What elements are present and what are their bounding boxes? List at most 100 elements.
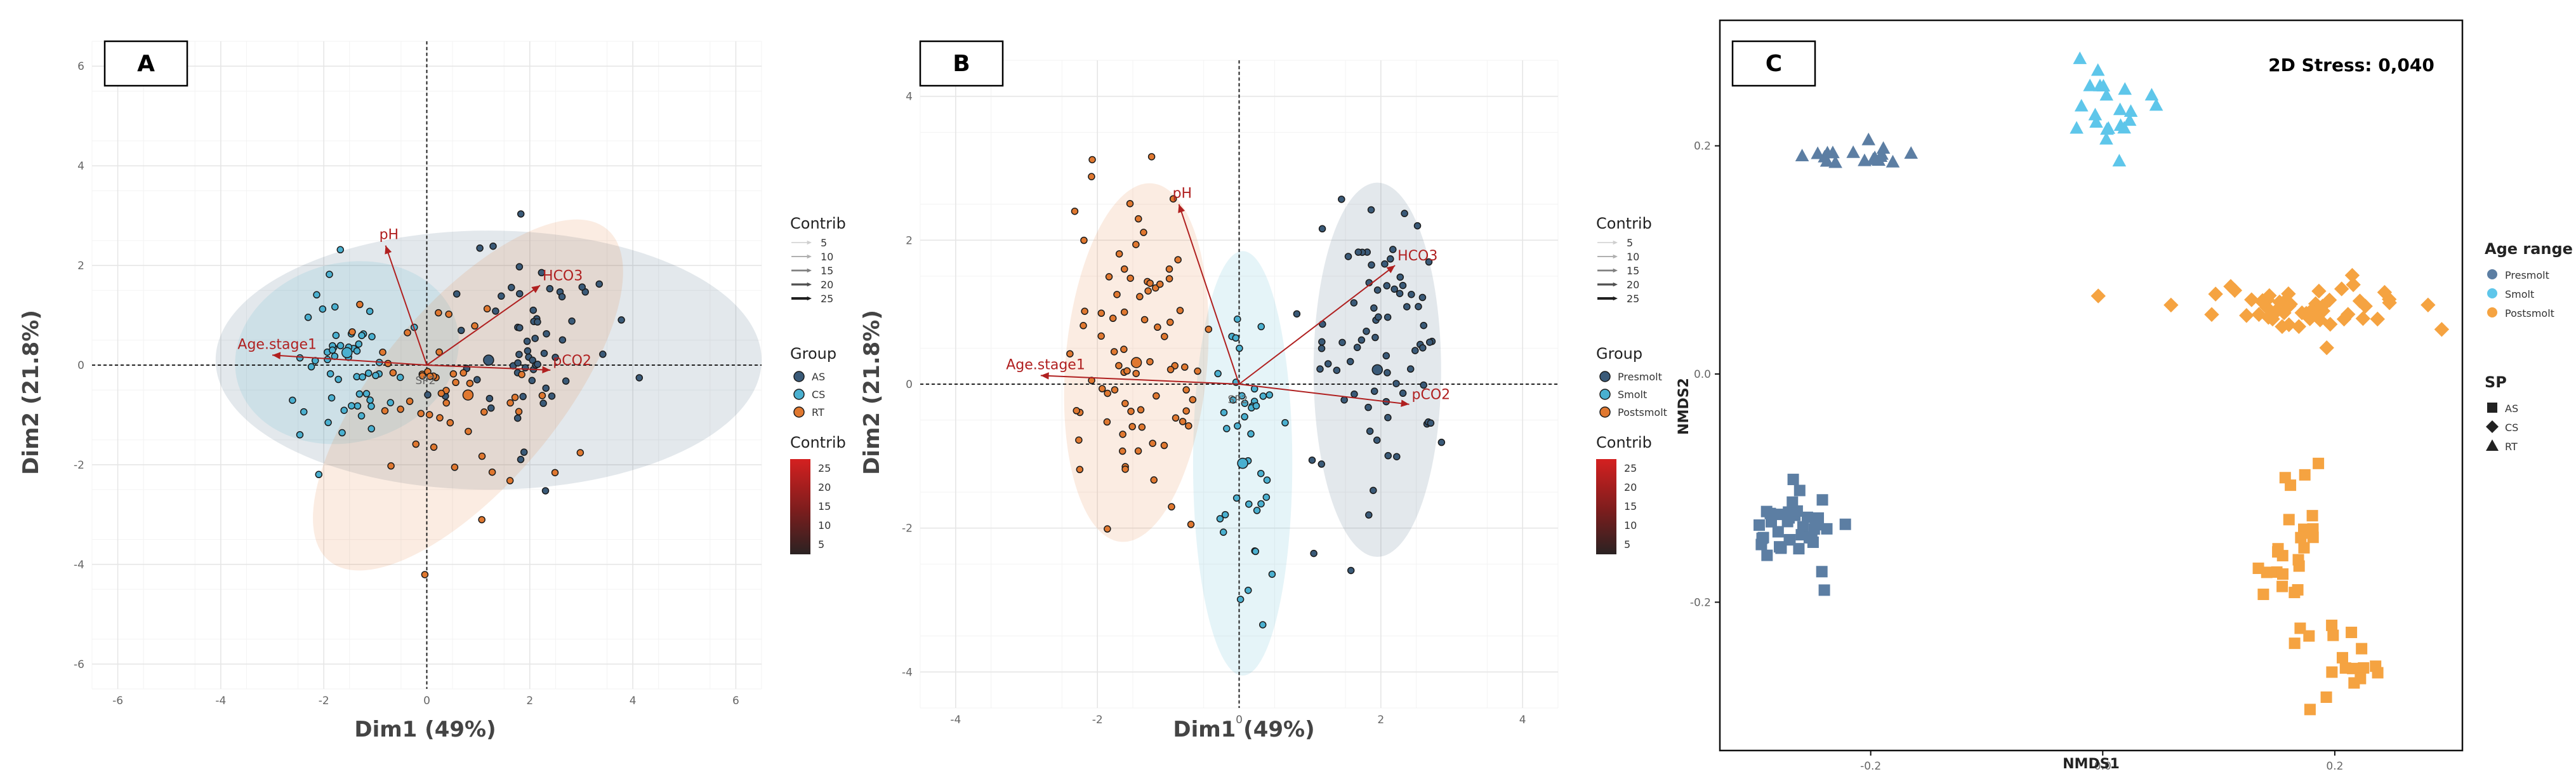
point-smolt (1214, 370, 1222, 378)
legend-contrib-scale-title: Contrib (1596, 434, 1652, 451)
legend-group-label: RT (812, 406, 824, 418)
point-as (534, 361, 541, 368)
point-postsmolt (1156, 280, 1164, 288)
point-rt (412, 440, 420, 448)
x-tick-label: -2 (1092, 714, 1103, 726)
point-rt (506, 477, 514, 484)
point-postsmolt-cs (2421, 297, 2436, 313)
centroid-postsmolt (1130, 357, 1142, 368)
point-smolt-rt (2093, 78, 2107, 91)
point-as (538, 269, 546, 277)
legend-contrib-scale-title: Contrib (790, 434, 846, 451)
point-as (520, 448, 528, 456)
point-postsmolt-as (2346, 626, 2358, 638)
point-smolt (1234, 422, 1241, 430)
point-rt (480, 408, 488, 416)
point-as (485, 394, 494, 403)
legend-contrib-label: 5 (1627, 237, 1633, 249)
legend-contrib-arrowhead (1613, 254, 1618, 259)
y-tick-label: -2 (902, 523, 913, 535)
vector-ph (1178, 204, 1240, 385)
point-rt (435, 348, 443, 356)
legend-sp-label: AS (2505, 403, 2518, 415)
point-postsmolt-cs (2341, 307, 2356, 322)
point-smolt (1252, 402, 1260, 410)
point-postsmolt (1169, 195, 1177, 203)
point-postsmolt (1097, 309, 1106, 317)
x-tick-label: 6 (732, 695, 739, 707)
point-as (548, 392, 556, 400)
point-postsmolt (1205, 325, 1213, 333)
point-rt (436, 414, 444, 422)
point-presmolt (1316, 365, 1324, 373)
point-presmolt (1318, 338, 1326, 346)
centroid-rt (462, 389, 474, 401)
panel-c-border (1719, 19, 2464, 752)
point-presmolt-as (1784, 533, 1796, 545)
point-cs (353, 347, 361, 355)
point-postsmolt (1098, 385, 1106, 392)
point-presmolt-as (1787, 496, 1799, 508)
point-postsmolt (1165, 265, 1173, 273)
point-rt (446, 418, 454, 427)
legend-age-swatch (2487, 307, 2497, 317)
point-cs (340, 406, 348, 414)
point-as (515, 350, 523, 358)
point-postsmolt-cs (2282, 297, 2297, 312)
legend-colorbar-label: 25 (1624, 462, 1637, 474)
panel-a-ylabel: Dim2 (21.8%) (18, 310, 44, 475)
point-rt (465, 427, 472, 436)
point-postsmolt-as (2336, 651, 2348, 664)
point-postsmolt-cs (2163, 297, 2179, 313)
point-smolt (1257, 323, 1265, 331)
point-rt (384, 359, 392, 368)
point-postsmolt-as (2272, 546, 2284, 558)
point-rt (451, 464, 459, 471)
point-as (578, 283, 586, 291)
point-smolt (1236, 344, 1243, 352)
point-cs (300, 408, 308, 416)
y-tick-label: 4 (906, 91, 913, 103)
point-smolt (1223, 425, 1231, 432)
y-tick-label: 0 (906, 378, 913, 391)
legend-contrib-arrowhead (1613, 296, 1618, 301)
point-presmolt-rt (1820, 154, 1834, 167)
point-postsmolt-cs (2294, 305, 2309, 321)
point-presmolt (1293, 310, 1301, 318)
point-cs (324, 418, 332, 427)
point-postsmolt (1138, 423, 1146, 431)
point-presmolt-rt (1811, 146, 1825, 159)
legend-age-label: Smolt (2505, 288, 2534, 300)
point-postsmolt (1146, 279, 1154, 287)
point-smolt (1216, 515, 1224, 523)
point-postsmolt-as (2326, 666, 2338, 678)
point-presmolt (1368, 261, 1375, 269)
point-postsmolt (1105, 273, 1113, 281)
point-postsmolt-cs (2276, 305, 2292, 321)
point-presmolt-as (1804, 531, 1816, 544)
y-tick-label: 4 (77, 160, 84, 173)
point-smolt (1234, 315, 1241, 323)
point-postsmolt (1160, 441, 1168, 450)
vector-arrowhead (385, 245, 392, 255)
point-rt (449, 370, 458, 378)
point-as (452, 290, 461, 298)
point-smolt-rt (2099, 88, 2114, 101)
legend-age-swatch (2487, 269, 2497, 279)
point-postsmolt-as (2252, 563, 2264, 575)
point-presmolt (1364, 403, 1372, 411)
point-presmolt (1384, 313, 1392, 321)
legend-contrib-label: 25 (821, 293, 833, 305)
point-cs (296, 431, 304, 439)
legend-sp-title: SP (2485, 373, 2507, 391)
point-postsmolt (1150, 476, 1158, 484)
point-rt (442, 399, 451, 407)
panel-c-xlabel: NMDS1 (2063, 756, 2120, 772)
point-postsmolt (1120, 308, 1128, 316)
point-smolt-rt (2122, 113, 2137, 126)
point-rt (459, 369, 467, 377)
point-presmolt (1382, 352, 1390, 360)
point-smolt (1241, 413, 1248, 421)
